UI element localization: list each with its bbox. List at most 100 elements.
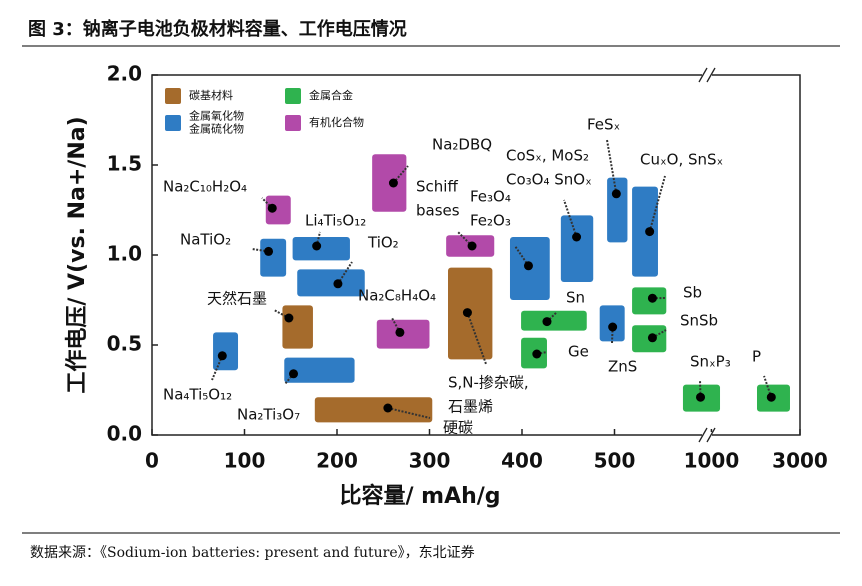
item-label: S,N-掺杂碳, [448, 374, 529, 392]
source: 数据来源：《Sodium-ion batteries: present and … [30, 545, 475, 561]
legend-label: 金属合金 [309, 88, 353, 102]
axis-break-mark [706, 67, 716, 83]
connector [251, 248, 269, 253]
legend-label: 金属氧化物 [189, 109, 244, 123]
point [572, 232, 582, 242]
x-tick-label: 400 [501, 449, 543, 473]
point [217, 351, 227, 361]
range-box [521, 310, 587, 331]
item-label: bases [416, 202, 460, 220]
legend-swatch [285, 115, 301, 131]
connector [284, 373, 295, 385]
connector [699, 379, 702, 398]
range-box [213, 332, 239, 371]
range-box [560, 215, 594, 282]
range-box [282, 305, 313, 349]
point [532, 349, 542, 359]
point [264, 246, 274, 256]
point [462, 308, 472, 318]
y-tick-label: 2.0 [107, 62, 142, 86]
connector [651, 329, 667, 339]
point [696, 392, 706, 402]
axis-break-mark [698, 427, 708, 443]
y-tick-label: 1.5 [107, 152, 142, 176]
connector [391, 317, 401, 333]
item-label: CoSₓ, MoS₂ [506, 147, 589, 165]
x-tick-label: 0 [145, 449, 159, 473]
connector [611, 326, 614, 344]
legend-label: 有机化合物 [309, 115, 364, 129]
point [647, 333, 657, 343]
range-box [297, 269, 365, 297]
item-label: ZnS [608, 358, 637, 376]
y-tick-label: 1.0 [107, 242, 142, 266]
axis-break-mark [698, 67, 708, 83]
point [289, 369, 299, 379]
point [395, 327, 405, 337]
connector [315, 231, 321, 247]
connector [261, 197, 273, 209]
range-box [265, 195, 291, 225]
connector [563, 199, 578, 238]
legend-swatch [165, 88, 181, 104]
range-box [314, 397, 433, 423]
x-tick-label: 300 [409, 449, 451, 473]
item-label: Na₂C₁₀H₂O₄ [163, 178, 247, 196]
legend-label: 金属硫化物 [189, 122, 244, 136]
item-label: SnSb [680, 312, 718, 330]
item-label: Fe₂O₃ [470, 212, 511, 230]
y-tick-label: 0.0 [107, 422, 142, 446]
item-label: 石墨烯 [448, 398, 493, 416]
point [333, 279, 343, 289]
item-label: Schiff [416, 178, 458, 196]
range-box [607, 177, 628, 243]
axis-break-gap [702, 432, 712, 438]
x-tick-label: 100 [224, 449, 266, 473]
connector [648, 175, 666, 232]
item-label: 硬碳 [443, 419, 473, 437]
connector [387, 407, 431, 419]
legend-label: 碳基材料 [189, 88, 233, 102]
item-label: CuₓO, SnSₓ [640, 151, 723, 169]
point [611, 189, 621, 199]
item-label: Sb [683, 284, 702, 302]
item-label: TiO₂ [367, 234, 399, 252]
item-label: FeSₓ [587, 116, 620, 134]
point [647, 293, 657, 303]
x-tick-label: 200 [316, 449, 358, 473]
item-label: Li₄Ti₅O₁₂ [305, 212, 366, 230]
x-tick-label: 3000 [772, 449, 828, 473]
axis-break-gap [702, 72, 712, 78]
item-label: Na₂Ti₃O₇ [237, 406, 300, 424]
connector [466, 312, 487, 365]
legend-swatch [285, 88, 301, 104]
y-axis-label: 工作电压/ V(vs. Na+/Na) [65, 116, 90, 393]
range-box [260, 238, 287, 277]
item-label: Na₂C₈H₄O₄ [358, 287, 436, 305]
item-label: Co₃O₄ SnOₓ [506, 171, 592, 189]
item-label: Na₂DBQ [432, 136, 492, 154]
connector [546, 311, 558, 323]
item-label: Sn [566, 289, 585, 307]
point [267, 203, 277, 213]
point [467, 241, 477, 251]
point [523, 261, 533, 271]
item-label: Na₄Ti₅O₁₂ [163, 386, 232, 404]
range-box [632, 186, 658, 277]
x-axis-label: 比容量/ mAh/g [339, 483, 500, 509]
range-box [292, 237, 350, 261]
item-label: P [752, 348, 761, 366]
item-label: Ge [568, 343, 589, 361]
point [388, 178, 398, 188]
x-tick-label: 500 [594, 449, 636, 473]
point [383, 403, 393, 413]
connector [606, 139, 618, 194]
point [608, 322, 618, 332]
item-label: NaTiO₂ [180, 231, 231, 249]
point [312, 241, 322, 251]
point [645, 227, 655, 237]
item-label: SnₓP₃ [690, 353, 731, 371]
item-label: Fe₃O₄ [470, 188, 511, 206]
point [284, 313, 294, 323]
